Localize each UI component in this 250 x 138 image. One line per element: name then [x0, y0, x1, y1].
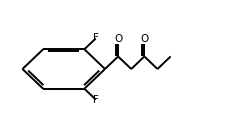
Text: F: F — [93, 33, 99, 43]
Text: F: F — [93, 95, 99, 105]
Text: O: O — [114, 34, 122, 44]
Text: O: O — [140, 34, 148, 44]
